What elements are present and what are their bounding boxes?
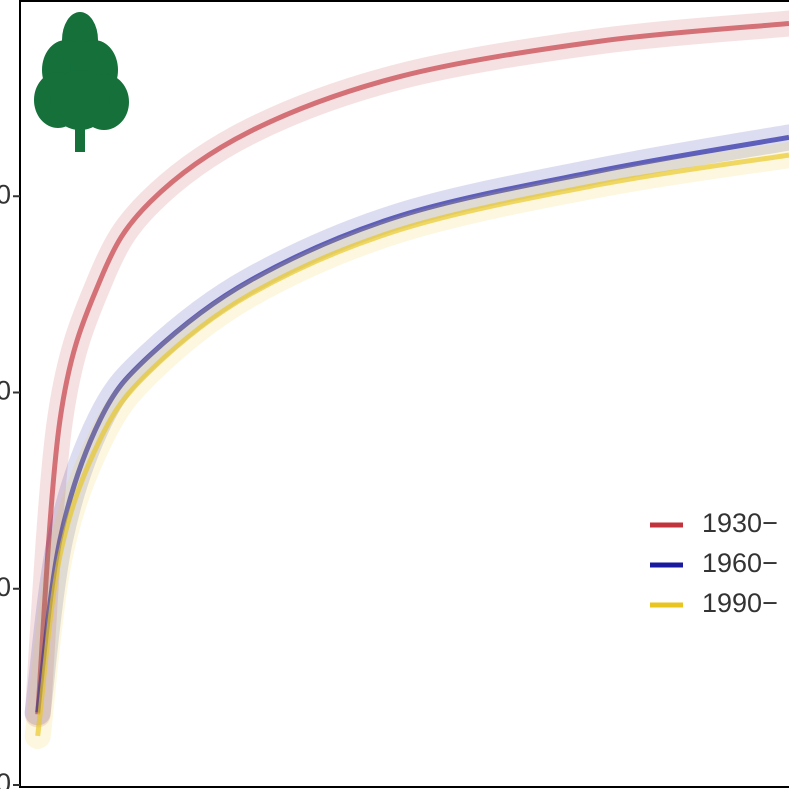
line <box>35 134 789 713</box>
y-tick-label: 10 <box>0 572 11 602</box>
legend-label: 1930− <box>702 508 778 538</box>
line <box>35 21 789 715</box>
y-tick-label: 30 <box>0 179 11 209</box>
line-band <box>24 142 789 749</box>
tree-icon <box>34 12 129 152</box>
frame <box>19 0 789 788</box>
legend-label: 1990− <box>702 588 778 618</box>
y-tick-label: 0 <box>0 768 11 789</box>
legend-label: 1960− <box>702 548 778 578</box>
y-tick-label: 20 <box>0 376 11 406</box>
line <box>35 152 789 737</box>
